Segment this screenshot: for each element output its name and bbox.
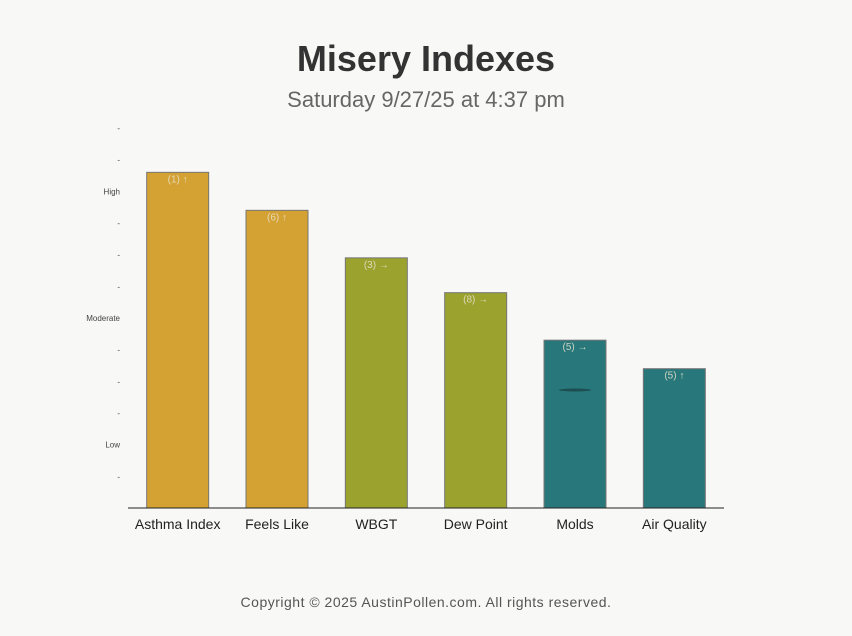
molds-marker [559,388,591,392]
y-tick-label: - [117,346,120,355]
y-tick-label: - [117,409,120,418]
bar-value-label: (6) ↑ [267,212,287,223]
x-tick-label: Molds [556,516,593,532]
bar-value-label: (5) ↑ [664,371,684,382]
y-tick-label: High [104,187,120,196]
y-tick-label: Low [105,441,120,450]
chart-title: Misery Indexes [296,38,556,79]
y-tick-label: - [117,156,120,165]
x-tick-label: Asthma Index [135,516,221,532]
y-tick-label: - [117,124,120,133]
bar-value-label: (5) → [563,342,588,353]
x-tick-label: WBGT [355,516,397,532]
bar [543,339,607,509]
bar [245,209,309,509]
bar [642,368,706,509]
bar [146,171,210,509]
x-tick-label: Air Quality [642,516,707,532]
bar [344,257,408,509]
chart-subtitle: Saturday 9/27/25 at 4:37 pm [287,87,565,112]
bar-chart: - Low - - - Moderate - - - High - - (1) ↑ Asthma Inde… [86,124,724,532]
y-tick-label: - [117,251,120,260]
y-tick-label: - [117,472,120,481]
x-tick-label: Feels Like [245,516,309,532]
y-tick-label: Moderate [86,314,120,323]
y-tick-label: - [117,219,120,228]
x-tick-label: Dew Point [444,516,508,532]
bar-value-label: (3) → [364,260,389,271]
copyright-footer: Copyright © 2025 AustinPollen.com. All r… [240,594,612,610]
y-tick-label: - [117,282,120,291]
bar-value-label: (8) → [463,295,488,306]
bar [444,292,508,509]
bar-value-label: (1) ↑ [168,174,188,185]
y-tick-label: - [117,377,120,386]
